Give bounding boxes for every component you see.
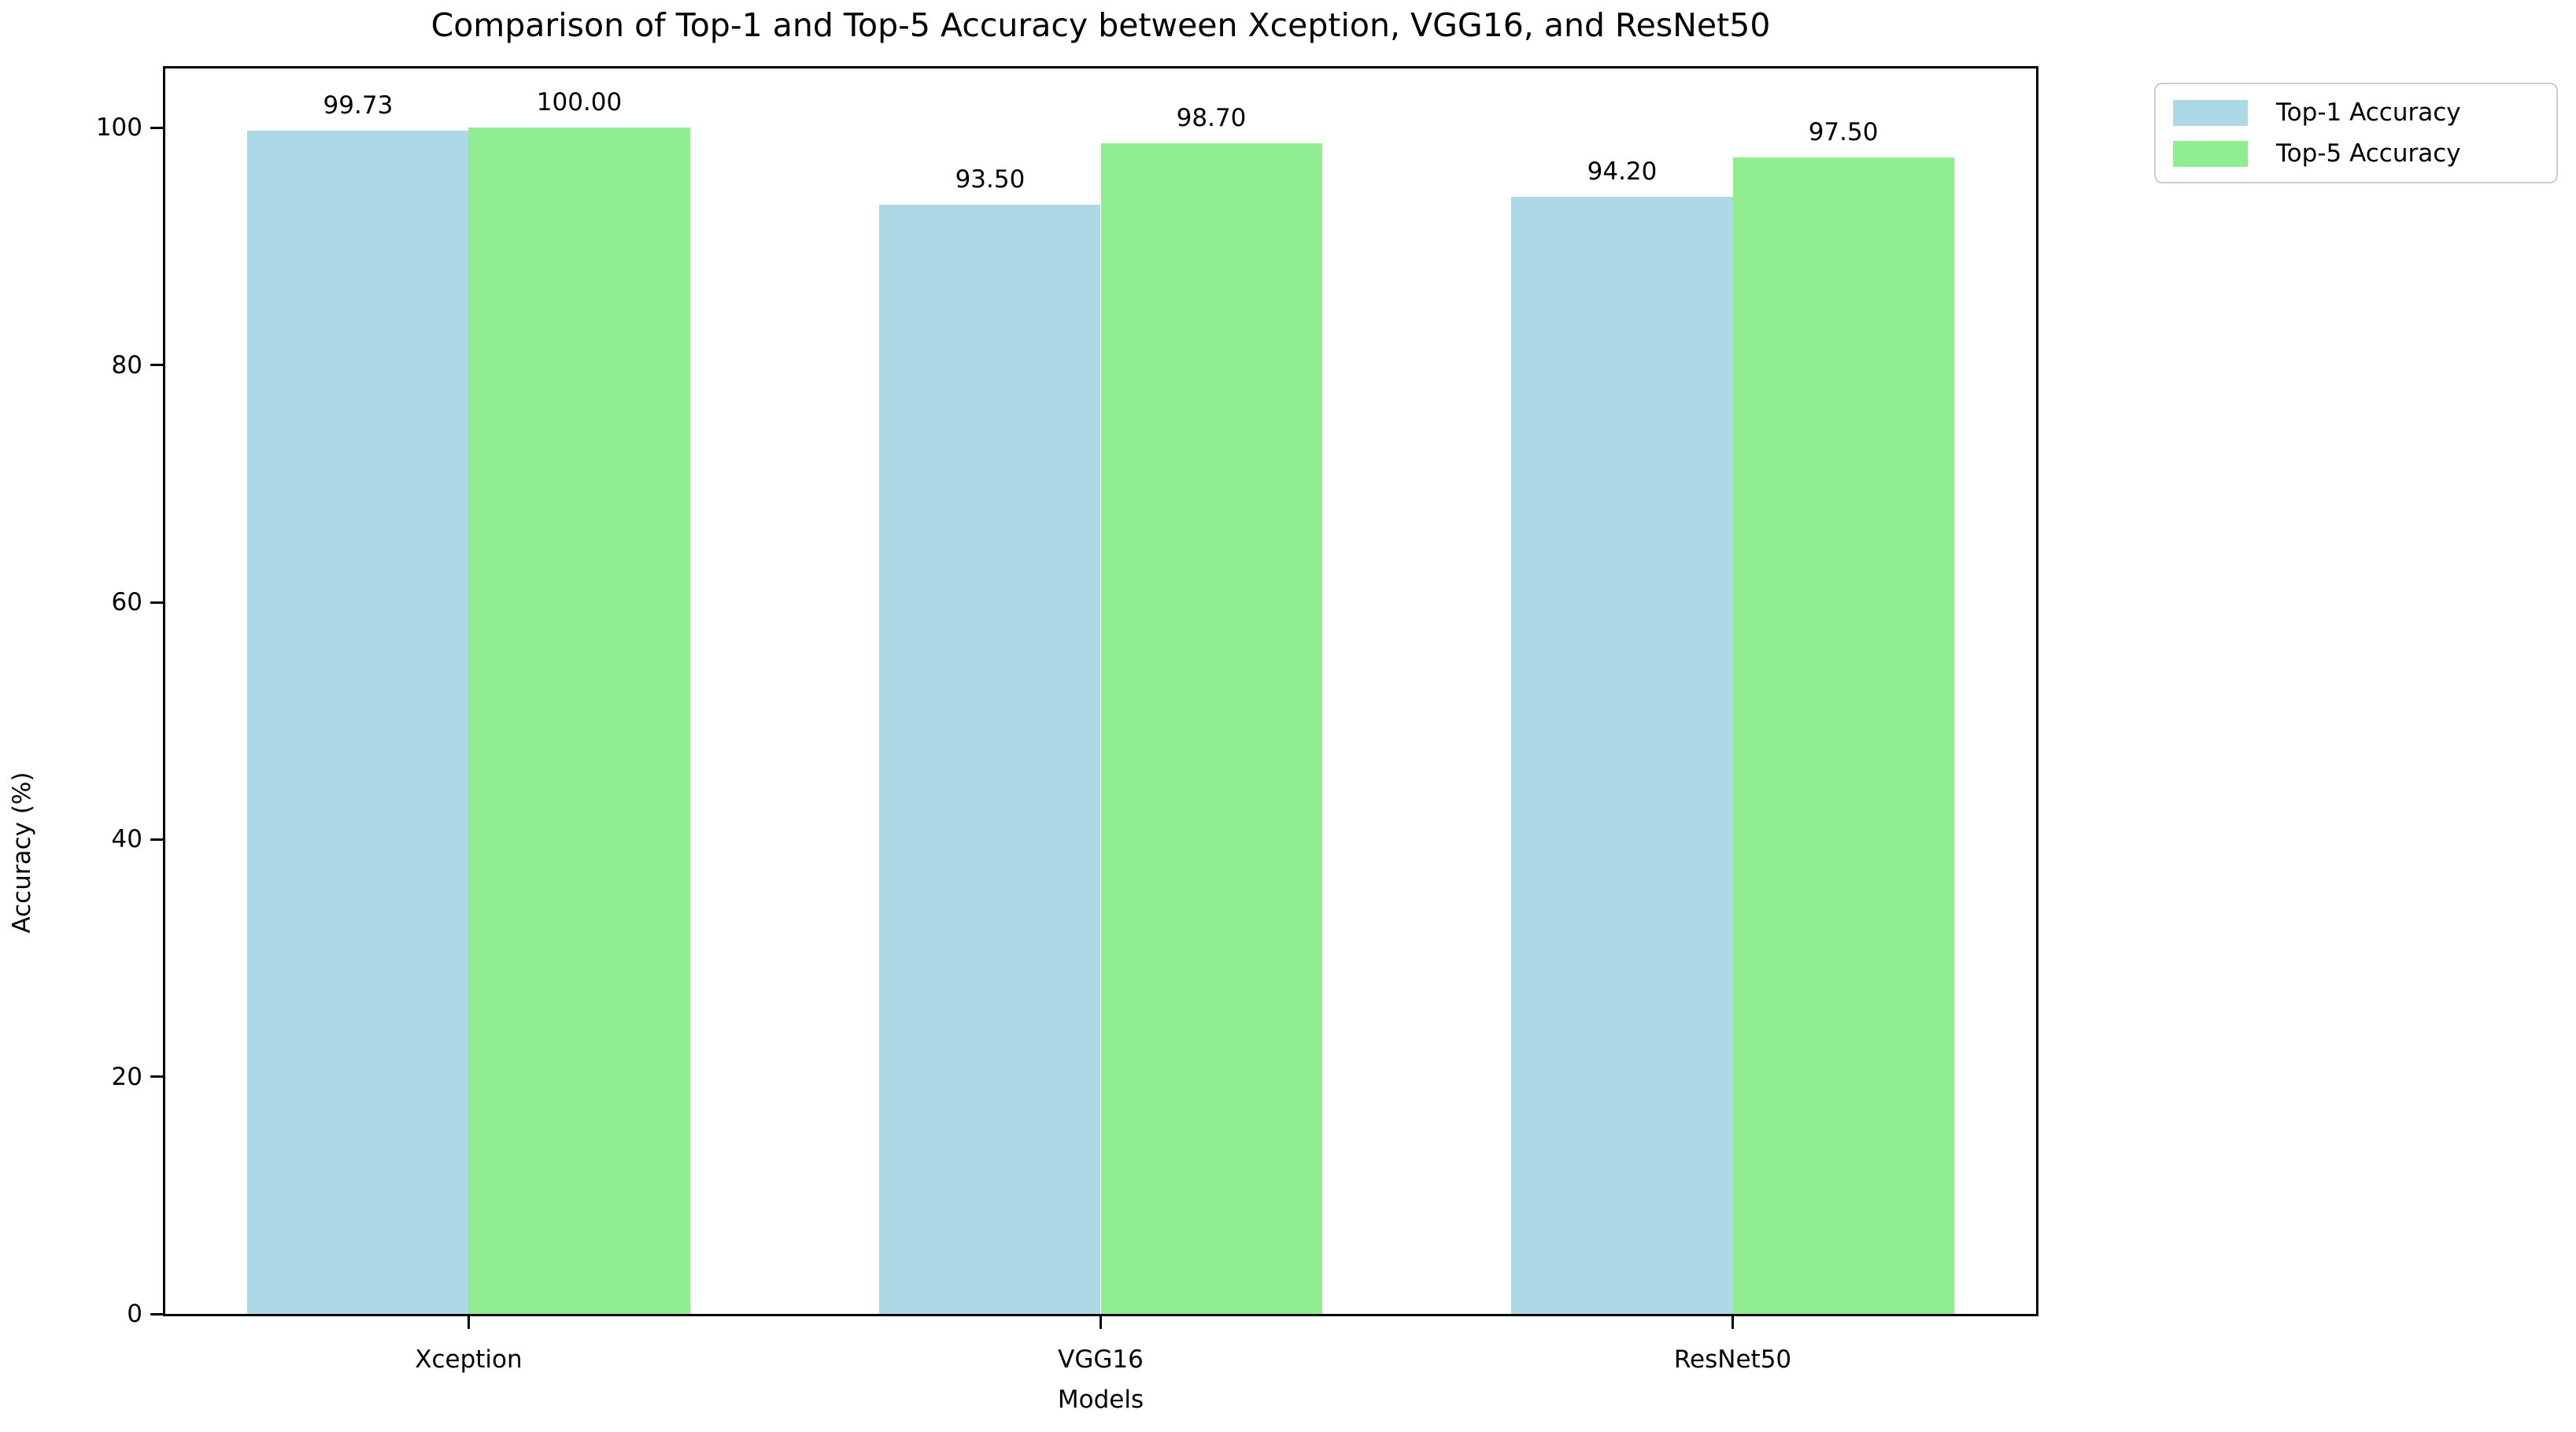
- legend-entry-top-1-accuracy: Top-1 Accuracy: [2173, 98, 2539, 127]
- x-tick-mark: [1732, 1316, 1735, 1329]
- legend: Top-1 Accuracy Top-5 Accuracy: [2154, 83, 2558, 183]
- legend-swatch-top-5-accuracy: [2173, 140, 2248, 167]
- plot-area: 0 20 40 60 80 100 Xception VGG16 ResNet50 99.73 93…: [96, 66, 2038, 1374]
- x-tick-mark: [1100, 1316, 1102, 1329]
- y-tick-label: 0: [127, 1300, 142, 1328]
- legend-entry-top-5-accuracy: Top-5 Accuracy: [2173, 139, 2539, 168]
- bar-top-1-accuracy-vgg16: [879, 205, 1101, 1314]
- y-tick-label: 100: [95, 113, 142, 142]
- bar-top-5-accuracy-resnet50: [1732, 157, 1954, 1314]
- bar-value-label: 100.00: [536, 88, 623, 117]
- bar-value-label: 94.20: [1587, 157, 1658, 186]
- y-tick-label: 60: [111, 588, 142, 616]
- x-tick-mark: [467, 1316, 470, 1329]
- x-axis-label: Models: [1057, 1386, 1144, 1414]
- bar-top-5-accuracy-vgg16: [1100, 142, 1322, 1314]
- chart-title: Comparison of Top-1 and Top-5 Accuracy b…: [431, 6, 1771, 44]
- x-tick-label-resnet50: ResNet50: [1673, 1345, 1792, 1374]
- y-tick-label: 20: [111, 1062, 142, 1091]
- x-tick-label-xception: Xception: [415, 1345, 523, 1374]
- legend-label: Top-1 Accuracy: [2276, 98, 2461, 127]
- bar-value-label: 98.70: [1176, 103, 1247, 132]
- legend-label: Top-5 Accuracy: [2276, 139, 2461, 168]
- bar-top-5-accuracy-xception: [468, 128, 690, 1314]
- y-tick-mark: [150, 1075, 163, 1079]
- y-tick-mark: [150, 364, 163, 367]
- bar-value-label: 97.50: [1808, 118, 1879, 146]
- x-tick-label-vgg16: VGG16: [1058, 1345, 1144, 1374]
- y-tick-label: 40: [111, 825, 142, 854]
- y-tick-mark: [150, 1312, 163, 1315]
- bar-value-label: 99.73: [323, 91, 394, 120]
- bar-value-label: 93.50: [955, 165, 1026, 194]
- y-tick-mark: [150, 838, 163, 841]
- y-tick-mark: [150, 126, 163, 129]
- y-tick-mark: [150, 601, 163, 604]
- y-axis-label: Accuracy (%): [8, 772, 36, 934]
- bar-top-1-accuracy-xception: [247, 131, 469, 1314]
- bar-top-1-accuracy-resnet50: [1511, 196, 1733, 1314]
- y-tick-label: 80: [111, 350, 142, 379]
- legend-swatch-top-1-accuracy: [2173, 99, 2248, 126]
